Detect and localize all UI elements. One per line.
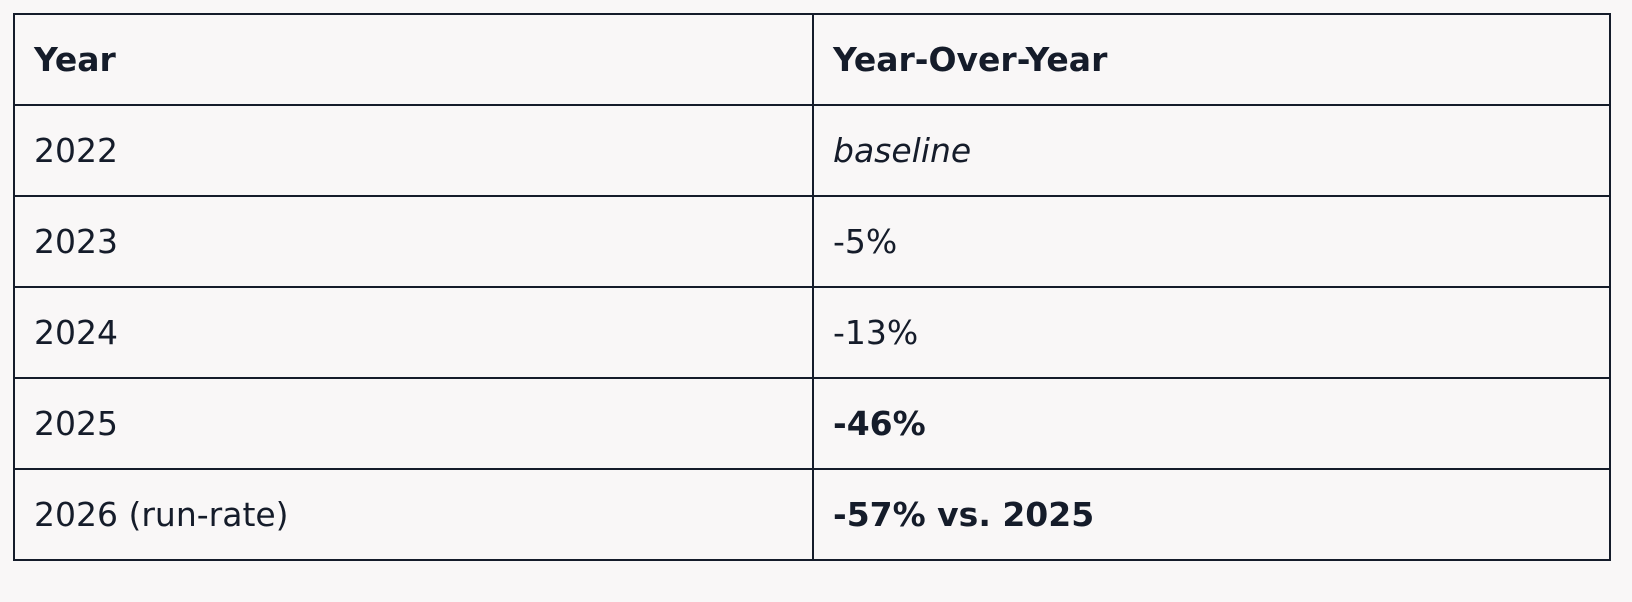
table-row: 2026 (run-rate) -57% vs. 2025 bbox=[13, 468, 1611, 561]
change-cell: -57% vs. 2025 bbox=[812, 468, 1611, 561]
year-cell: 2022 bbox=[13, 104, 814, 197]
header-row: Year Year-Over-Year bbox=[13, 13, 1611, 106]
data-table: Year Year-Over-Year 2022 baseline 2023 -… bbox=[13, 13, 1611, 561]
change-cell: baseline bbox=[812, 104, 1611, 197]
header-cell: Year-Over-Year bbox=[812, 13, 1611, 106]
year-cell: 2026 (run-rate) bbox=[13, 468, 814, 561]
table-row: 2024 -13% bbox=[13, 286, 1611, 379]
table-row: 2023 -5% bbox=[13, 195, 1611, 288]
table-row: 2022 baseline bbox=[13, 104, 1611, 197]
change-cell: -46% bbox=[812, 377, 1611, 470]
year-cell: 2024 bbox=[13, 286, 814, 379]
change-cell: -5% bbox=[812, 195, 1611, 288]
header-cell: Year bbox=[13, 13, 814, 106]
table-row: 2025 -46% bbox=[13, 377, 1611, 470]
year-cell: 2025 bbox=[13, 377, 814, 470]
change-cell: -13% bbox=[812, 286, 1611, 379]
year-cell: 2023 bbox=[13, 195, 814, 288]
